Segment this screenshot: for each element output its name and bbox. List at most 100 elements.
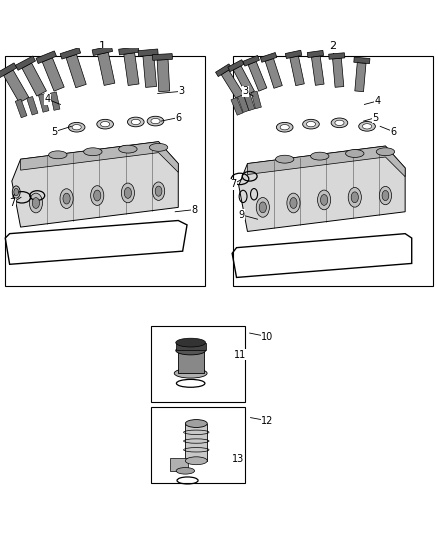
Polygon shape <box>42 58 64 91</box>
Ellipse shape <box>91 185 104 205</box>
Bar <box>176 343 205 351</box>
Ellipse shape <box>346 150 364 157</box>
Polygon shape <box>15 99 27 118</box>
Bar <box>177 351 204 373</box>
Polygon shape <box>228 60 244 71</box>
Polygon shape <box>27 96 38 115</box>
Ellipse shape <box>12 186 20 198</box>
Ellipse shape <box>363 124 371 129</box>
Ellipse shape <box>276 123 293 132</box>
Ellipse shape <box>185 457 207 465</box>
Polygon shape <box>36 51 57 63</box>
Ellipse shape <box>348 188 361 207</box>
Polygon shape <box>247 146 405 177</box>
Ellipse shape <box>290 198 297 208</box>
Text: 7: 7 <box>230 179 237 189</box>
Ellipse shape <box>176 346 205 355</box>
Polygon shape <box>251 91 261 109</box>
Polygon shape <box>231 98 243 115</box>
Polygon shape <box>307 50 324 58</box>
Ellipse shape <box>287 193 300 213</box>
Ellipse shape <box>351 192 358 203</box>
Text: 7: 7 <box>9 198 15 208</box>
Ellipse shape <box>124 188 131 198</box>
Text: 1: 1 <box>99 41 106 51</box>
Polygon shape <box>311 56 324 85</box>
Bar <box>151 326 245 402</box>
Ellipse shape <box>119 145 137 153</box>
Ellipse shape <box>14 188 18 196</box>
Text: 6: 6 <box>175 112 181 123</box>
Ellipse shape <box>68 123 85 132</box>
Polygon shape <box>354 57 370 63</box>
Ellipse shape <box>63 193 70 204</box>
Ellipse shape <box>127 117 144 127</box>
Polygon shape <box>22 63 46 96</box>
Polygon shape <box>239 146 405 231</box>
Polygon shape <box>248 61 267 91</box>
Polygon shape <box>157 60 170 92</box>
Text: 10: 10 <box>261 332 273 342</box>
Polygon shape <box>15 56 35 70</box>
Ellipse shape <box>307 122 315 127</box>
Text: 11: 11 <box>234 350 246 360</box>
Polygon shape <box>98 52 115 85</box>
Ellipse shape <box>376 148 395 156</box>
Text: 13: 13 <box>232 454 244 464</box>
Ellipse shape <box>29 193 42 213</box>
Ellipse shape <box>174 368 207 378</box>
Text: 12: 12 <box>261 416 273 426</box>
Polygon shape <box>39 94 49 112</box>
Polygon shape <box>285 50 302 59</box>
Ellipse shape <box>155 186 162 196</box>
Text: 4: 4 <box>44 94 50 104</box>
Ellipse shape <box>331 118 348 128</box>
Polygon shape <box>152 54 173 60</box>
Text: 5: 5 <box>52 127 58 136</box>
Polygon shape <box>265 59 283 88</box>
Ellipse shape <box>72 125 81 130</box>
Ellipse shape <box>131 119 140 125</box>
Ellipse shape <box>97 119 113 129</box>
Bar <box>151 407 245 483</box>
Polygon shape <box>12 142 178 227</box>
Bar <box>5 56 205 286</box>
Bar <box>170 458 188 471</box>
Ellipse shape <box>121 183 134 203</box>
Ellipse shape <box>176 467 194 474</box>
Ellipse shape <box>280 125 289 130</box>
Polygon shape <box>260 53 277 62</box>
Ellipse shape <box>60 189 73 208</box>
Ellipse shape <box>101 122 110 127</box>
Polygon shape <box>143 55 156 87</box>
Ellipse shape <box>151 118 160 124</box>
Polygon shape <box>50 92 60 110</box>
Polygon shape <box>124 53 139 85</box>
Polygon shape <box>355 62 366 92</box>
Ellipse shape <box>94 190 101 201</box>
Ellipse shape <box>276 155 294 163</box>
Text: 3: 3 <box>242 86 248 96</box>
Ellipse shape <box>379 187 392 205</box>
Ellipse shape <box>84 148 102 156</box>
Ellipse shape <box>318 190 331 210</box>
Ellipse shape <box>49 151 67 159</box>
Ellipse shape <box>32 198 39 208</box>
Ellipse shape <box>359 122 375 131</box>
Ellipse shape <box>303 119 319 129</box>
Polygon shape <box>92 46 113 55</box>
Ellipse shape <box>382 190 389 200</box>
Ellipse shape <box>152 182 165 200</box>
Polygon shape <box>215 64 232 77</box>
Text: 9: 9 <box>238 210 244 220</box>
Ellipse shape <box>259 202 266 213</box>
Polygon shape <box>221 70 244 99</box>
Ellipse shape <box>321 195 328 205</box>
Polygon shape <box>328 53 345 59</box>
Polygon shape <box>332 58 344 87</box>
Text: 4: 4 <box>374 96 381 106</box>
Polygon shape <box>233 66 254 95</box>
Polygon shape <box>0 63 17 78</box>
Bar <box>185 424 207 461</box>
Polygon shape <box>4 70 29 103</box>
